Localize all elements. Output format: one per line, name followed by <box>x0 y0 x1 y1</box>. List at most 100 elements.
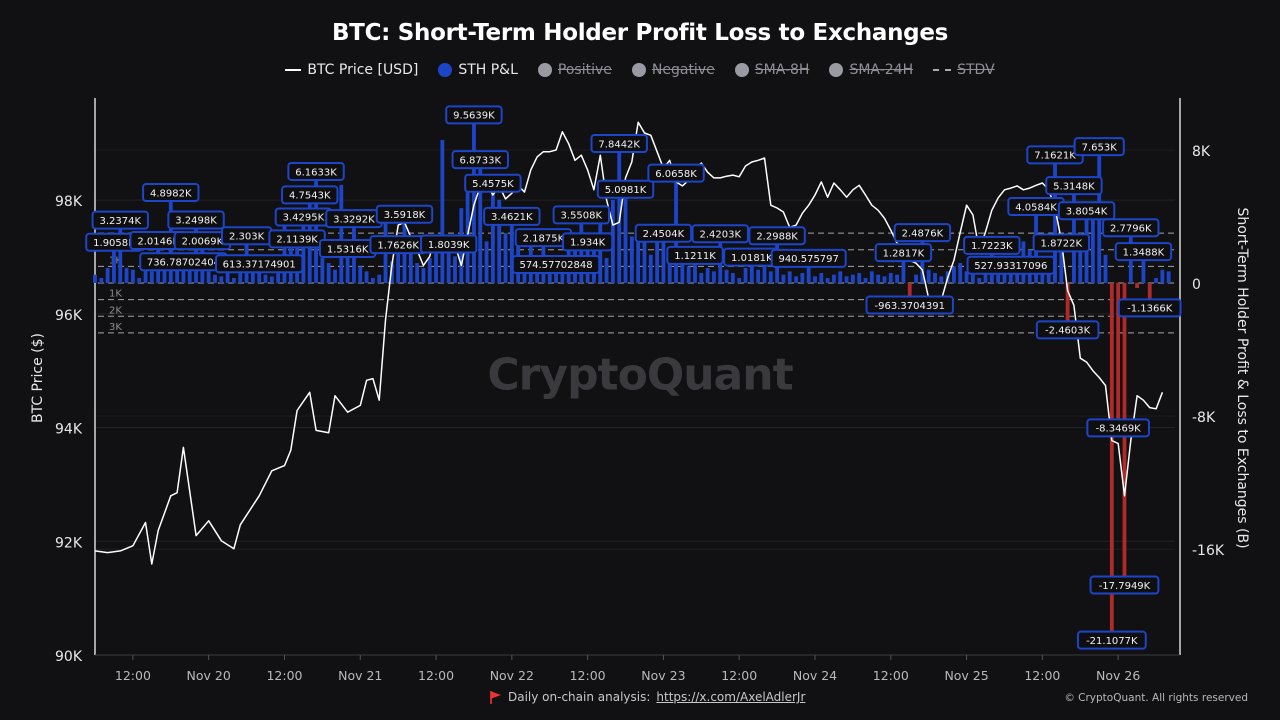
data-label-text: 3.3292K <box>333 214 375 225</box>
data-label-text: -17.7949K <box>1099 581 1151 592</box>
legend-item-btc-price-usd-[interactable]: BTC Price [USD] <box>285 62 418 78</box>
legend-item-positive[interactable]: Positive <box>537 62 612 78</box>
x-tick-label: 12:00 <box>1024 668 1060 683</box>
data-label-box <box>1086 418 1150 438</box>
bar-positive <box>232 278 236 284</box>
bar-positive <box>434 241 438 284</box>
bar-positive <box>920 241 925 284</box>
data-label-text: 3.2374K <box>99 216 141 227</box>
data-label-text: 4.0584K <box>1015 202 1057 213</box>
data-label-box <box>1057 201 1116 221</box>
legend-label: Positive <box>557 62 612 78</box>
y-tick-left-label: 92K <box>55 535 83 551</box>
data-label: -2.4603K <box>1035 320 1100 340</box>
data-label-text: 2.1875K <box>523 233 565 244</box>
x-tick-label: 12:00 <box>418 668 454 683</box>
bar-positive <box>857 273 862 284</box>
bar-positive <box>1015 271 1020 284</box>
footer: Daily on-chain analysis: https://x.com/A… <box>490 690 805 704</box>
bar-positive <box>1008 274 1013 284</box>
bar-positive <box>901 261 906 284</box>
bar-positive <box>952 266 956 284</box>
bar-positive <box>819 273 824 284</box>
data-label-box <box>647 163 705 183</box>
data-label: 3.2498K <box>167 210 225 230</box>
bar-positive <box>213 274 217 284</box>
data-label: 3.8054K <box>1057 201 1116 221</box>
bar-positive <box>181 270 186 284</box>
bar-positive <box>93 274 97 284</box>
stdv-label: 2K <box>109 305 122 316</box>
data-label-box <box>445 105 503 125</box>
bar-positive <box>187 266 192 284</box>
bar-positive <box>661 242 666 284</box>
data-label-text: 4.7543K <box>289 191 331 202</box>
bar-positive <box>705 268 710 284</box>
legend-item-sth-p-l[interactable]: STH P&L <box>438 62 518 78</box>
data-label: 4.8982K <box>142 183 200 203</box>
data-label-text: 574.57702848 <box>519 260 592 271</box>
legend: BTC Price [USD] STH P&L Positive Negative SM… <box>0 62 1280 78</box>
bar-positive <box>629 236 634 284</box>
x-tick-label: Nov 24 <box>793 668 837 683</box>
red-flag-icon <box>490 690 501 704</box>
legend-item-stdv[interactable]: STDV <box>933 62 995 78</box>
data-label-text: 3.5918K <box>384 210 426 221</box>
bar-positive <box>743 268 748 284</box>
data-label-box <box>464 173 522 193</box>
bar-positive <box>768 271 773 284</box>
bar-positive <box>794 276 798 284</box>
data-label-box <box>874 243 933 263</box>
bar-positive <box>756 269 761 284</box>
bar-negative <box>1065 283 1070 324</box>
data-label: 4.0584K <box>1007 196 1065 216</box>
legend-item-negative[interactable]: Negative <box>631 62 715 78</box>
data-label-text: 1.2817K <box>883 248 925 259</box>
data-label: 1.934K <box>562 232 614 252</box>
data-label-box <box>1032 233 1091 253</box>
data-label: 2.2988K <box>748 226 806 246</box>
data-label-text: 2.4876K <box>902 228 944 239</box>
data-label-box <box>1114 242 1173 262</box>
bar-positive <box>408 249 413 284</box>
legend-marker-icon <box>734 63 749 77</box>
legend-item-sma-8h[interactable]: SMA-8H <box>734 62 809 78</box>
bar-positive <box>863 278 868 284</box>
legend-item-sma-24h[interactable]: SMA-24H <box>829 62 913 78</box>
data-label: 3.3292K <box>325 209 383 229</box>
data-label-box <box>281 185 339 205</box>
bar-positive <box>667 258 672 284</box>
data-label-box <box>1089 575 1160 595</box>
bar-positive <box>225 273 230 284</box>
bar-negative <box>907 283 912 300</box>
data-label-text: 2.0069K <box>182 236 224 247</box>
data-label: 1.7223K <box>963 235 1021 255</box>
data-label-text: 2.4504K <box>643 229 685 240</box>
x-tick-label: Nov 22 <box>490 668 534 683</box>
data-label-box <box>634 223 693 243</box>
bar-positive <box>149 271 154 284</box>
bar-negative <box>1147 283 1152 302</box>
data-label: 7.8442K <box>590 134 648 154</box>
bar-positive <box>345 257 350 284</box>
bar-positive <box>415 263 420 284</box>
bar-positive <box>1141 260 1146 284</box>
data-label-box <box>215 254 304 274</box>
bar-positive <box>844 276 849 284</box>
footer-link[interactable]: https://x.com/AxelAdlerJr <box>656 690 806 704</box>
legend-label: BTC Price [USD] <box>307 62 419 78</box>
data-label: 6.0658K <box>647 163 705 183</box>
bar-positive <box>364 271 369 284</box>
bar-positive <box>1166 271 1171 284</box>
data-label-text: 6.8733K <box>459 155 501 166</box>
bar-positive <box>964 271 969 284</box>
data-label-box <box>1073 137 1125 157</box>
legend-marker-icon <box>933 69 952 71</box>
copyright: © CryptoQuant. All rights reserved <box>1064 692 1248 704</box>
data-label-text: 3.8054K <box>1066 206 1108 217</box>
bar-positive <box>453 256 457 284</box>
data-label-box <box>666 245 724 265</box>
bar-positive <box>105 268 110 284</box>
bar-positive <box>238 268 243 284</box>
bar-positive <box>509 225 514 284</box>
